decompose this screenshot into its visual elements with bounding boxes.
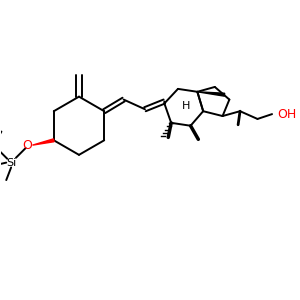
Text: O: O	[23, 139, 32, 152]
Polygon shape	[197, 92, 225, 96]
Polygon shape	[32, 139, 54, 145]
Text: H: H	[182, 101, 190, 111]
Text: OH: OH	[277, 108, 296, 121]
Text: Si: Si	[6, 158, 16, 168]
